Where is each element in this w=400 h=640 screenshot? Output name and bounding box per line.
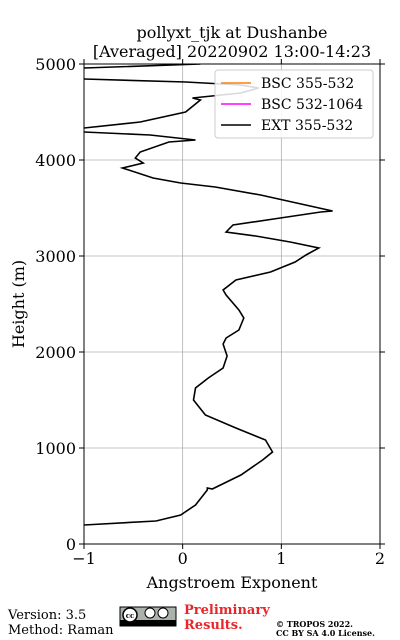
y-tick-label: 1000 (35, 439, 76, 458)
legend-label: BSC 355-532 (261, 76, 354, 92)
legend-label: EXT 355-532 (261, 118, 353, 134)
plot-frame (83, 63, 381, 545)
y-tick-label: 3000 (35, 247, 76, 266)
method-text: Method: Raman (8, 623, 114, 638)
y-axis-label: Height (m) (9, 260, 28, 348)
svg-text:cc: cc (126, 611, 135, 620)
x-tick-label: 2 (375, 549, 385, 568)
legend-label: BSC 532-1064 (261, 97, 363, 113)
y-tick-label: 0 (66, 535, 76, 554)
legend-box (214, 69, 374, 139)
license-text: CC BY SA 4.0 License. (276, 628, 375, 638)
copyright-text: © TROPOS 2022. (276, 619, 353, 629)
preliminary-text: Preliminary Results. (184, 603, 270, 633)
x-tick-label: 1 (276, 549, 286, 568)
legend: BSC 355-532 BSC 532-1064 EXT 355-532 (214, 69, 374, 139)
x-axis-label: Angstroem Exponent (146, 573, 318, 592)
x-tick-label: −1 (72, 549, 96, 568)
y-tick-label: 2000 (35, 343, 76, 362)
version-text: Version: 3.5 (7, 608, 86, 623)
cc-logo: cc (119, 606, 177, 627)
y-tick-label: 5000 (35, 55, 76, 74)
chart-subtitle: [Averaged] 20220902 13:00-14:23 (93, 42, 371, 61)
y-tick-label: 4000 (35, 151, 76, 170)
x-tick-label: 0 (178, 549, 188, 568)
chart-title: pollyxt_tjk at Dushanbe (136, 23, 327, 42)
